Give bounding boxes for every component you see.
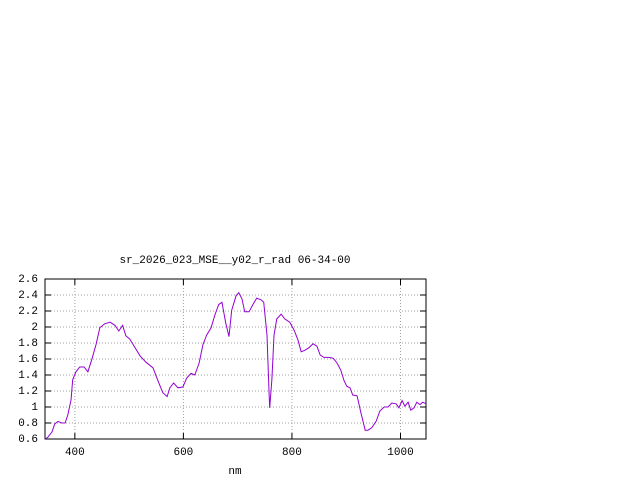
y-tick-label: 1.6	[18, 354, 38, 366]
plot-border	[44, 278, 427, 440]
y-tick-label: 1	[31, 402, 38, 414]
y-tick-label: 2	[31, 322, 38, 334]
x-tick-label: 1000	[387, 447, 413, 459]
y-tick-label: 1.8	[18, 338, 38, 350]
x-tick-label: 600	[173, 447, 193, 459]
x-axis-label: nm	[228, 466, 242, 478]
y-tick-label: 2.6	[18, 274, 38, 286]
x-tick-label: 800	[282, 447, 302, 459]
y-tick-label: 2.2	[18, 306, 38, 318]
y-tick-label: 1.2	[18, 386, 38, 398]
x-tick-label: 400	[65, 447, 85, 459]
y-tick-label: 0.6	[18, 434, 38, 446]
chart-title: sr_2026_023_MSE__y02_r_rad 06-34-00	[119, 255, 350, 267]
y-tick-label: 2.4	[18, 290, 38, 302]
y-tick-label: 1.4	[18, 370, 38, 382]
data-line	[44, 291, 427, 440]
y-tick-label: 0.8	[18, 418, 38, 430]
